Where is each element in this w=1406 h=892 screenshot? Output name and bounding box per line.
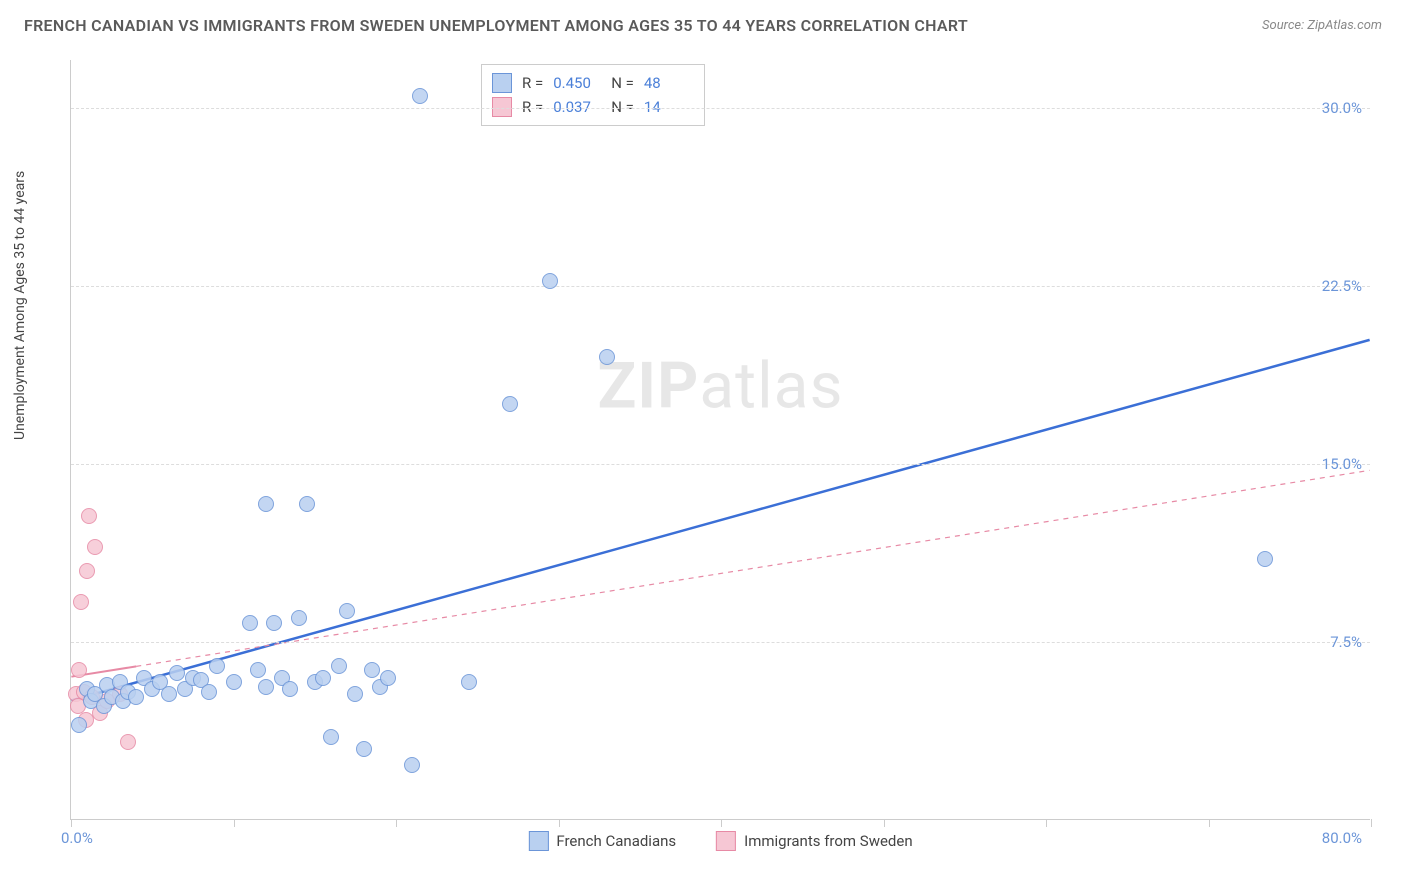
data-point [128, 689, 144, 705]
y-axis-label: Unemployment Among Ages 35 to 44 years [12, 171, 28, 440]
x-tick [559, 819, 560, 827]
data-point [250, 662, 266, 678]
data-point [71, 662, 87, 678]
data-point [339, 603, 355, 619]
legend-item-2: Immigrants from Sweden [716, 831, 912, 851]
x-max-label: 80.0% [1322, 829, 1362, 847]
plot-area: ZIPatlas R = 0.450 N = 48 R = 0.037 N = … [70, 60, 1370, 820]
bottom-legend: French Canadians Immigrants from Sweden [528, 831, 912, 851]
legend-label-1: French Canadians [556, 832, 676, 850]
chart-title: FRENCH CANADIAN VS IMMIGRANTS FROM SWEDE… [24, 16, 968, 35]
data-point [291, 610, 307, 626]
x-tick [1046, 819, 1047, 827]
data-point [266, 615, 282, 631]
x-tick [1371, 819, 1372, 827]
data-point [73, 594, 89, 610]
data-point [323, 729, 339, 745]
data-point [81, 508, 97, 524]
x-tick [1209, 819, 1210, 827]
y-tick-label: 22.5% [1322, 277, 1362, 295]
swatch-series-1 [492, 73, 512, 93]
data-point [258, 679, 274, 695]
data-point [258, 496, 274, 512]
title-row: FRENCH CANADIAN VS IMMIGRANTS FROM SWEDE… [24, 16, 1382, 35]
stat-r-label-1: R = [522, 71, 543, 95]
data-point [120, 734, 136, 750]
x-origin-label: 0.0% [61, 829, 93, 847]
y-tick-label: 30.0% [1322, 99, 1362, 117]
data-point [282, 681, 298, 697]
data-point [79, 563, 95, 579]
x-tick [721, 819, 722, 827]
data-point [347, 686, 363, 702]
gridline [71, 286, 1370, 287]
x-tick [71, 819, 72, 827]
x-tick [234, 819, 235, 827]
data-point [209, 658, 225, 674]
gridline [71, 108, 1370, 109]
data-point [161, 686, 177, 702]
y-tick-label: 7.5% [1330, 633, 1362, 651]
legend-item-1: French Canadians [528, 831, 676, 851]
trend-lines-svg [71, 60, 1370, 819]
data-point [1257, 551, 1273, 567]
data-point [315, 670, 331, 686]
legend-swatch-2 [716, 831, 736, 851]
stat-n-label-1: N = [611, 71, 634, 95]
data-point [502, 396, 518, 412]
source-label: Source: ZipAtlas.com [1262, 18, 1382, 33]
data-point [404, 757, 420, 773]
trendline-dashed [136, 470, 1369, 666]
data-point [242, 615, 258, 631]
legend-swatch-1 [528, 831, 548, 851]
data-point [356, 741, 372, 757]
data-point [331, 658, 347, 674]
data-point [380, 670, 396, 686]
x-tick [884, 819, 885, 827]
stats-row-1: R = 0.450 N = 48 [492, 71, 692, 95]
data-point [542, 273, 558, 289]
stats-legend: R = 0.450 N = 48 R = 0.037 N = 14 [481, 64, 705, 126]
chart-container: FRENCH CANADIAN VS IMMIGRANTS FROM SWEDE… [0, 0, 1406, 892]
data-point [299, 496, 315, 512]
data-point [364, 662, 380, 678]
legend-label-2: Immigrants from Sweden [744, 832, 912, 850]
data-point [201, 684, 217, 700]
stat-n-value-1: 48 [644, 71, 692, 95]
data-point [169, 665, 185, 681]
data-point [226, 674, 242, 690]
data-point [412, 88, 428, 104]
data-point [461, 674, 477, 690]
x-tick [396, 819, 397, 827]
gridline [71, 642, 1370, 643]
y-tick-label: 15.0% [1322, 455, 1362, 473]
gridline [71, 464, 1370, 465]
data-point [71, 717, 87, 733]
data-point [87, 539, 103, 555]
data-point [599, 349, 615, 365]
stat-r-value-1: 0.450 [553, 71, 601, 95]
